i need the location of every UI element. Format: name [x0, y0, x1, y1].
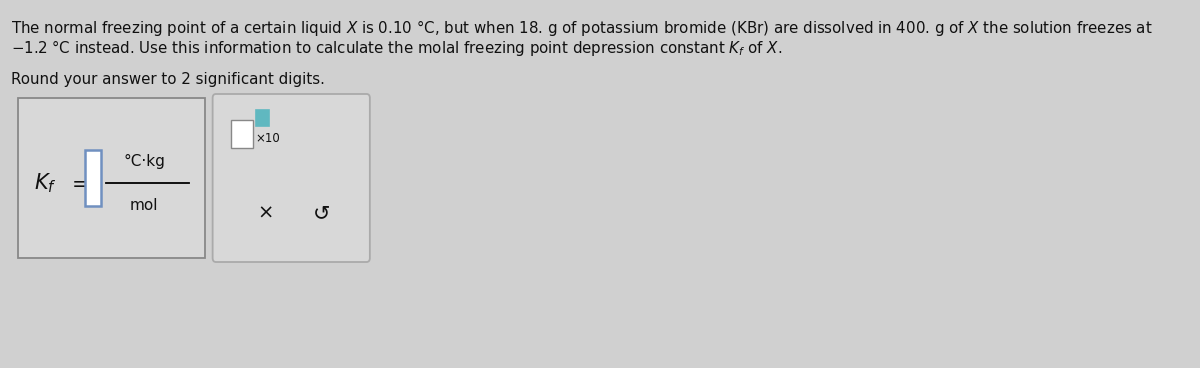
Text: °C·kg: °C·kg — [124, 153, 166, 169]
Text: The normal freezing point of a certain liquid $\mathit{X}$ is 0.10 °C, but when : The normal freezing point of a certain l… — [12, 18, 1153, 38]
Text: ×: × — [258, 204, 274, 223]
Text: mol: mol — [130, 198, 158, 212]
Text: $-$1.2 °C instead. Use this information to calculate the molal freezing point de: $-$1.2 °C instead. Use this information … — [12, 38, 782, 58]
FancyBboxPatch shape — [85, 150, 101, 206]
Text: $K_f$: $K_f$ — [35, 171, 56, 195]
Text: Round your answer to 2 significant digits.: Round your answer to 2 significant digit… — [12, 72, 325, 87]
Text: ↺: ↺ — [313, 203, 330, 223]
FancyBboxPatch shape — [18, 98, 205, 258]
FancyBboxPatch shape — [256, 110, 269, 126]
Text: ×10: ×10 — [256, 132, 281, 145]
FancyBboxPatch shape — [212, 94, 370, 262]
Text: $=$: $=$ — [67, 173, 89, 193]
FancyBboxPatch shape — [230, 120, 253, 148]
